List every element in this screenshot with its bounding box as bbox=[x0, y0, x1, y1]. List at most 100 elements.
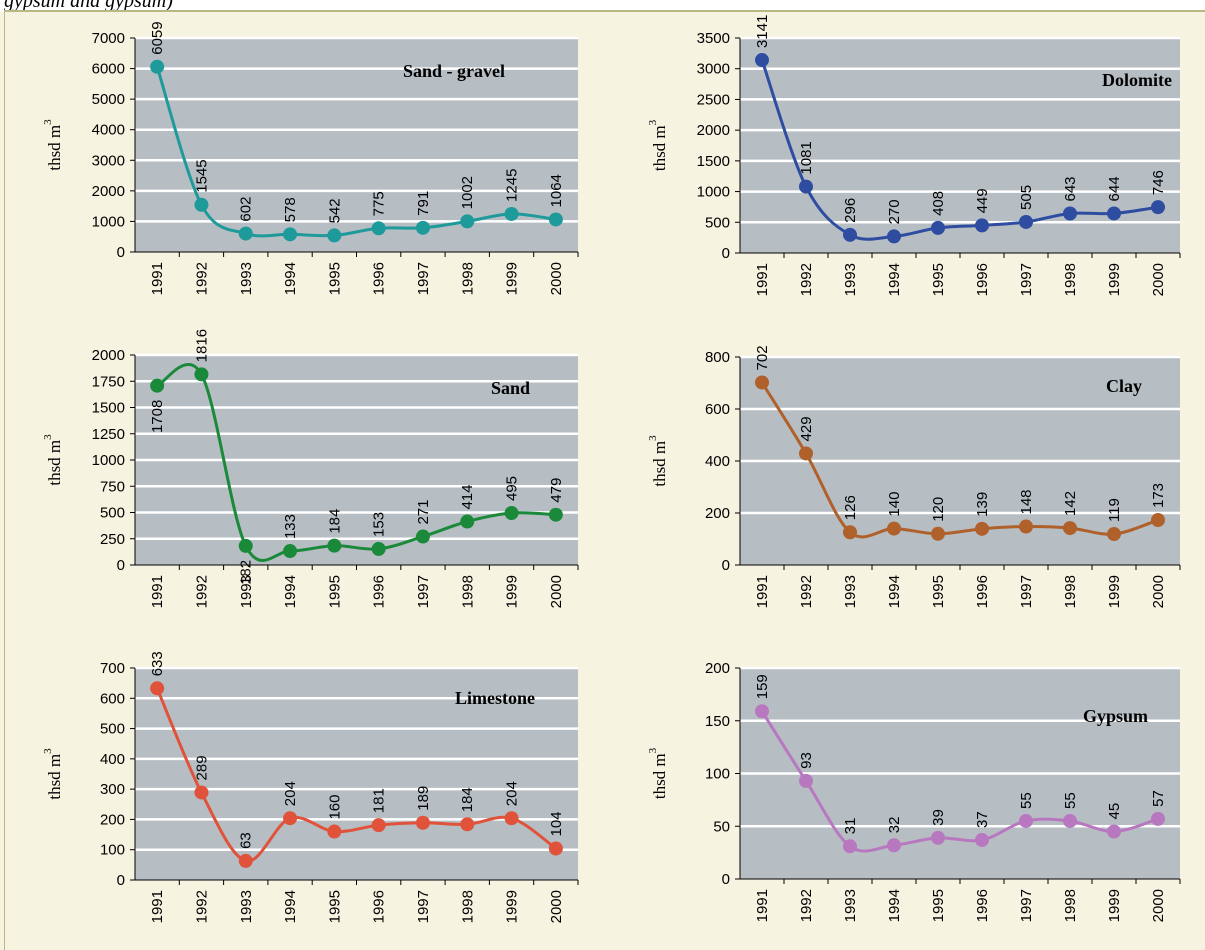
y-tick-label: 0 bbox=[117, 557, 125, 574]
data-label: 173 bbox=[1150, 483, 1167, 508]
data-point bbox=[1151, 811, 1165, 826]
chart-3: 0 200 400 600 800 1991 1992 1993 1994 1995 1996 199… bbox=[647, 345, 1181, 608]
data-point bbox=[238, 853, 253, 868]
x-tick-label: 1996 bbox=[371, 575, 388, 608]
data-label: 184 bbox=[326, 509, 343, 534]
y-tick-label: 1250 bbox=[92, 426, 125, 443]
data-label: 126 bbox=[842, 495, 859, 520]
data-label: 495 bbox=[504, 476, 521, 501]
data-label: 182 bbox=[238, 560, 255, 585]
data-label: 449 bbox=[974, 188, 991, 213]
data-point bbox=[504, 506, 519, 521]
x-tick-label: 1991 bbox=[754, 889, 771, 922]
x-tick-label: 1992 bbox=[193, 262, 210, 295]
data-point bbox=[1063, 521, 1077, 536]
data-point bbox=[975, 521, 989, 536]
data-point bbox=[504, 206, 519, 221]
chart-1: 0 500 1000 1500 2000 2500 3000 3500 1991 1992 1993… bbox=[647, 15, 1181, 296]
chart-title: Sand bbox=[491, 378, 530, 398]
data-point bbox=[799, 179, 813, 194]
y-tick-label: 400 bbox=[100, 751, 125, 768]
y-tick-label: 1000 bbox=[92, 452, 125, 469]
data-point bbox=[371, 221, 386, 236]
data-label: 542 bbox=[326, 198, 343, 223]
y-tick-label: 0 bbox=[722, 557, 730, 574]
y-tick-label: 2000 bbox=[92, 183, 125, 200]
x-tick-label: 2000 bbox=[1150, 575, 1167, 608]
data-point bbox=[504, 811, 519, 826]
data-label: 505 bbox=[1018, 185, 1035, 210]
y-axis-title-sup: 3 bbox=[647, 435, 659, 441]
data-label: 45 bbox=[1106, 803, 1123, 820]
data-point bbox=[1063, 206, 1077, 221]
y-tick-label: 7000 bbox=[92, 30, 125, 47]
x-tick-label: 1995 bbox=[930, 575, 947, 608]
data-label: 479 bbox=[548, 478, 565, 503]
chart-title: Dolomite bbox=[1102, 70, 1172, 90]
data-label: 6059 bbox=[149, 21, 166, 54]
x-tick-label: 1996 bbox=[371, 890, 388, 923]
data-point bbox=[194, 367, 209, 382]
data-label: 1064 bbox=[548, 174, 565, 207]
data-point bbox=[371, 541, 386, 556]
data-label: 37 bbox=[974, 811, 991, 828]
chart-5: 0 50 100 150 200 1991 1992 1993 1994 1995 1996 1997… bbox=[647, 660, 1181, 922]
series-line bbox=[760, 381, 1159, 539]
chart-title: Limestone bbox=[455, 688, 535, 708]
plot-background bbox=[135, 668, 578, 880]
x-tick-label: 1996 bbox=[371, 262, 388, 295]
data-label: 55 bbox=[1062, 792, 1079, 809]
data-label: 414 bbox=[459, 484, 476, 509]
y-axis-title-text: thsd m bbox=[45, 754, 64, 800]
data-label: 153 bbox=[371, 512, 388, 537]
frame-line-left bbox=[4, 10, 5, 950]
y-tick-label: 3500 bbox=[697, 30, 730, 47]
x-tick-label: 1992 bbox=[193, 890, 210, 923]
data-point bbox=[548, 507, 563, 522]
x-tick-label: 1996 bbox=[974, 889, 991, 922]
data-point bbox=[843, 525, 857, 540]
data-label: 1816 bbox=[193, 329, 210, 362]
data-point bbox=[843, 839, 857, 854]
y-tick-label: 1000 bbox=[92, 213, 125, 230]
data-label: 1708 bbox=[149, 400, 166, 433]
data-point bbox=[1019, 519, 1033, 534]
data-point bbox=[799, 773, 813, 788]
y-axis-title: thsd m3 bbox=[42, 434, 64, 486]
data-label: 1081 bbox=[798, 141, 815, 174]
data-label: 204 bbox=[504, 781, 521, 806]
y-tick-label: 2500 bbox=[697, 91, 730, 108]
y-tick-label: 2000 bbox=[697, 122, 730, 139]
data-label: 289 bbox=[193, 755, 210, 780]
x-tick-label: 1998 bbox=[1062, 575, 1079, 608]
y-axis-title: thsd m3 bbox=[647, 747, 669, 799]
page-caption: gypsum and gypsum) bbox=[4, 0, 173, 12]
chart-4: 0 100 200 300 400 500 600 700 1991 1992 1993 1994 19… bbox=[42, 651, 579, 923]
chart-0: 0 1000 2000 3000 4000 5000 6000 7000 1991 1992 199… bbox=[42, 21, 579, 295]
data-point bbox=[931, 830, 945, 845]
data-label: 429 bbox=[798, 416, 815, 441]
x-tick-label: 1991 bbox=[754, 575, 771, 608]
y-tick-label: 3000 bbox=[697, 61, 730, 78]
data-point bbox=[931, 526, 945, 541]
x-tick-label: 1993 bbox=[238, 262, 255, 295]
data-label: 140 bbox=[886, 492, 903, 517]
x-tick-label: 1993 bbox=[842, 575, 859, 608]
x-tick-label: 1997 bbox=[1018, 263, 1035, 296]
data-point bbox=[194, 785, 209, 800]
x-tick-label: 1996 bbox=[974, 263, 991, 296]
y-tick-label: 300 bbox=[100, 781, 125, 798]
x-tick-label: 1992 bbox=[798, 575, 815, 608]
y-tick-label: 5000 bbox=[92, 91, 125, 108]
y-tick-label: 100 bbox=[100, 842, 125, 859]
y-tick-label: 3000 bbox=[92, 152, 125, 169]
x-tick-label: 1994 bbox=[282, 890, 299, 923]
x-tick-label: 1992 bbox=[798, 263, 815, 296]
y-tick-label: 50 bbox=[713, 818, 730, 835]
y-axis-title: thsd m3 bbox=[42, 119, 64, 171]
data-point bbox=[843, 227, 857, 242]
data-point bbox=[460, 514, 475, 529]
chart-title: Gypsum bbox=[1083, 706, 1148, 726]
x-tick-label: 1999 bbox=[504, 575, 521, 608]
